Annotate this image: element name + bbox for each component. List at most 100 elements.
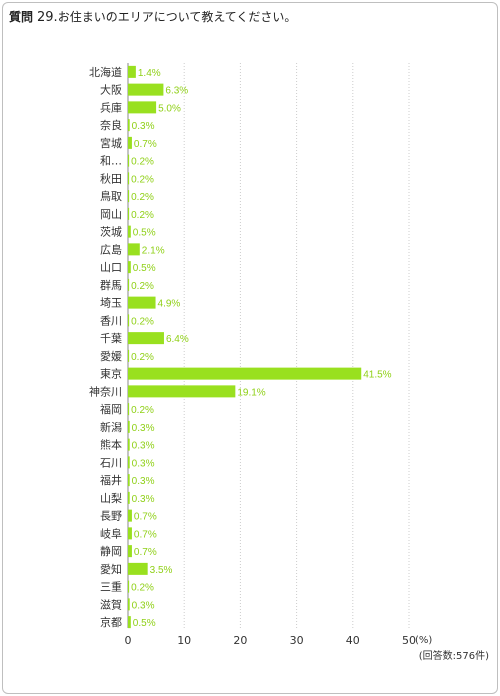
bar [128,491,130,504]
category-label: 東京 [100,367,122,381]
x-tick-label: 40 [346,634,360,647]
category-label: 兵庫 [100,100,122,114]
value-label: 0.2% [131,281,154,292]
category-label: 千葉 [100,331,122,345]
value-label: 3.5% [150,565,173,576]
value-label: 0.3% [132,494,155,505]
bar [128,296,156,309]
value-label: 5.0% [158,103,181,114]
category-label: 滋賀 [100,598,122,611]
category-label: 奈良 [100,118,122,132]
x-tick-label: 10 [177,634,191,647]
category-label: 群馬 [100,278,122,292]
category-label: 北海道 [89,65,122,79]
bar [128,243,140,256]
bar [128,261,131,274]
category-label: 福岡 [100,402,122,416]
value-label: 0.5% [133,263,156,274]
category-label: 静岡 [100,544,122,558]
category-label: 熊本 [100,438,122,452]
category-label: 長野 [100,510,122,523]
unit-label: (%) [415,635,432,646]
category-label: 山梨 [100,491,122,505]
x-tick-label: 30 [290,634,304,647]
bar [128,332,164,345]
question-number: 29. [37,10,58,25]
category-label: 岡山 [100,208,122,221]
bar [128,545,132,558]
bar [128,367,362,380]
value-label: 1.4% [138,68,161,79]
value-label: 4.9% [158,299,181,310]
value-label: 0.2% [131,405,154,416]
category-label: 茨城 [100,225,122,239]
bar [128,65,136,78]
value-label: 0.7% [134,139,157,150]
value-label: 0.7% [134,529,157,540]
value-label: 19.1% [237,387,265,398]
value-label: 0.3% [132,441,155,452]
value-label: 0.2% [131,174,154,185]
category-label: 鳥取 [100,189,122,203]
bar [128,154,130,167]
bar [128,83,164,96]
respondents-note: (回答数:576件) [419,649,489,662]
category-label: 愛媛 [100,349,122,363]
bar [128,314,130,327]
value-label: 0.2% [131,157,154,168]
bar [128,562,148,575]
x-tick-label: 50 [402,634,416,647]
bar [128,509,132,522]
category-label: 神奈川 [89,384,122,398]
question-title: 質問 29.お住まいのエリアについて教えてください。 [9,8,296,25]
value-label: 0.7% [134,547,157,558]
bar [128,119,130,132]
bar [128,474,130,487]
question-label: 質問 [9,10,34,24]
value-label: 0.3% [132,600,155,611]
bar [128,172,130,185]
value-label: 0.2% [131,316,154,327]
bar [128,225,131,238]
category-label: 宮城 [100,136,122,150]
value-label: 0.7% [134,512,157,523]
value-label: 0.3% [132,423,155,434]
category-label: 大阪 [100,83,122,97]
question-text: お住まいのエリアについて教えてください。 [57,10,297,24]
value-label: 0.2% [131,352,154,363]
bar [128,580,130,593]
value-label: 0.2% [131,192,154,203]
category-label: 山口 [100,261,122,274]
bar [128,598,130,611]
category-label: 新潟 [100,420,122,434]
value-label: 2.1% [142,245,165,256]
bar [128,190,130,203]
category-label: 秋田 [100,171,122,185]
value-label: 0.5% [133,228,156,239]
bar [128,456,130,469]
value-label: 0.3% [132,458,155,469]
bar [128,616,131,629]
value-label: 0.2% [131,583,154,594]
value-label: 41.5% [363,370,391,381]
category-label: 埼玉 [100,296,122,310]
value-label: 0.3% [132,476,155,487]
x-tick-label: 20 [233,634,247,647]
category-label: 岐阜 [100,527,122,540]
category-label: 香川 [100,314,122,327]
value-label: 6.4% [166,334,189,345]
bar [128,420,130,433]
bar [128,349,130,362]
bar [128,136,132,149]
category-label: 愛知 [100,562,122,576]
bar [128,403,130,416]
category-label: 石川 [100,456,122,469]
bar [128,101,157,114]
bar [128,207,130,220]
value-label: 6.3% [165,86,188,97]
bar [128,438,130,451]
bar [128,385,236,398]
bar [128,527,132,540]
